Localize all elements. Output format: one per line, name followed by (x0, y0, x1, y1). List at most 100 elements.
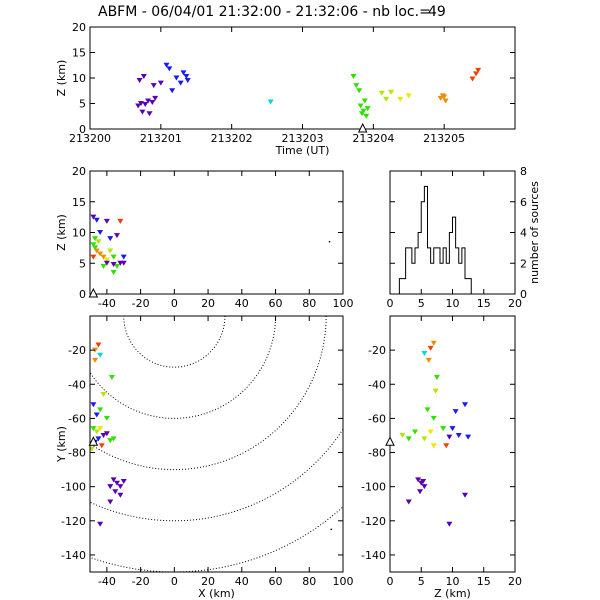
x-tick-label: 0 (387, 575, 394, 588)
source-point (98, 443, 105, 449)
x-tick-label: 0 (171, 575, 178, 588)
y-tick-label: -100 (361, 481, 386, 494)
source-point (424, 407, 431, 413)
x-tick-label: -20 (132, 575, 150, 588)
x-z-frame (89, 170, 344, 295)
x-tick-label: 15 (477, 297, 491, 310)
panel-x-y: -40 -20 0 20 40 60 80 100 -140 -120 -100 -80 -60 -40 -… (55, 315, 354, 600)
x-tick-label: 213203 (282, 132, 324, 145)
source-point (473, 71, 480, 77)
source-point (357, 103, 364, 109)
y-axis-label: Y (km) (55, 426, 68, 463)
source-point (378, 90, 385, 96)
source-point (442, 98, 449, 104)
y-tick-label: -80 (368, 447, 386, 460)
source-point (446, 521, 453, 527)
x-tick-label: 0 (387, 297, 394, 310)
source-point (469, 76, 476, 82)
x-tick-label: 100 (333, 297, 354, 310)
y-tick-label: -80 (68, 447, 86, 460)
source-point (427, 429, 434, 435)
source-point (103, 257, 110, 263)
x-tick-label: 80 (302, 297, 316, 310)
source-point (100, 263, 107, 269)
y-tick-label: -40 (68, 378, 86, 391)
source-point (361, 98, 368, 104)
source-point (169, 88, 176, 94)
source-point (107, 484, 114, 490)
y-tick-label: 0 (520, 288, 527, 301)
source-point (103, 218, 110, 224)
source-point (415, 477, 422, 483)
x-tick-label: 20 (508, 575, 522, 588)
source-point (399, 432, 406, 438)
y-axis-label: number of sources (528, 181, 541, 284)
y-tick-label: -40 (368, 378, 386, 391)
x-y-frame (89, 315, 344, 573)
source-point (95, 239, 102, 245)
station-marker (385, 436, 395, 446)
source-point (430, 415, 437, 421)
source-point (157, 80, 164, 86)
y-tick-label: 4 (520, 227, 527, 240)
source-point (110, 477, 117, 483)
y-tick-label: -20 (368, 344, 386, 357)
x-tick-label: 40 (235, 297, 249, 310)
y-tick-label: -140 (61, 549, 86, 562)
y-tick-label: -120 (61, 515, 86, 528)
source-point (120, 479, 127, 485)
station-marker (357, 122, 368, 133)
y-tick-label: 10 (72, 227, 86, 240)
source-point (388, 89, 395, 95)
y-tick-label: 8 (520, 165, 527, 178)
source-point (412, 429, 418, 435)
source-point (97, 352, 104, 358)
x-tick-label: 10 (446, 297, 460, 310)
source-point (117, 484, 124, 490)
source-point (135, 103, 142, 109)
panel-time-height: 213200 213201 213202 213203 213204 213205 0 5 10… (55, 21, 516, 157)
time-height-frame (89, 26, 516, 130)
source-point (90, 254, 97, 260)
y-tick-label: -120 (361, 515, 386, 528)
z-y-frame (389, 315, 516, 573)
source-point (110, 269, 117, 275)
y-tick-label: 2 (520, 257, 527, 270)
x-axis-label: X (km) (198, 587, 235, 600)
x-tick-label: 15 (477, 575, 491, 588)
source-point (113, 480, 120, 486)
source-point (177, 80, 184, 86)
source-point (100, 432, 107, 438)
source-point (427, 345, 434, 351)
source-point (93, 217, 100, 223)
source-point (117, 492, 124, 498)
source-point (417, 489, 423, 495)
y-tick-label: 6 (520, 196, 527, 209)
source-point (100, 392, 107, 398)
source-point (462, 402, 468, 408)
source-point (107, 248, 114, 254)
source-point (432, 388, 439, 394)
source-point (446, 434, 453, 440)
x-tick-label: 213201 (140, 132, 182, 145)
y-tick-label: -100 (61, 481, 86, 494)
source-point (93, 412, 100, 418)
source-point (328, 240, 331, 243)
x-tick-label: 40 (235, 575, 249, 588)
y-tick-label: -140 (361, 549, 386, 562)
source-point (353, 83, 360, 89)
source-point (152, 95, 159, 101)
source-point (440, 426, 447, 432)
source-point (92, 236, 99, 242)
source-point (173, 75, 180, 81)
source-point (97, 251, 104, 257)
source-point (184, 78, 191, 84)
x-tick-label: 213204 (352, 132, 394, 145)
source-point (443, 443, 450, 449)
x-tick-label: -20 (132, 297, 150, 310)
source-point (383, 96, 390, 102)
source-point (136, 78, 143, 84)
x-tick-label: 80 (302, 575, 316, 588)
source-point (145, 98, 152, 104)
